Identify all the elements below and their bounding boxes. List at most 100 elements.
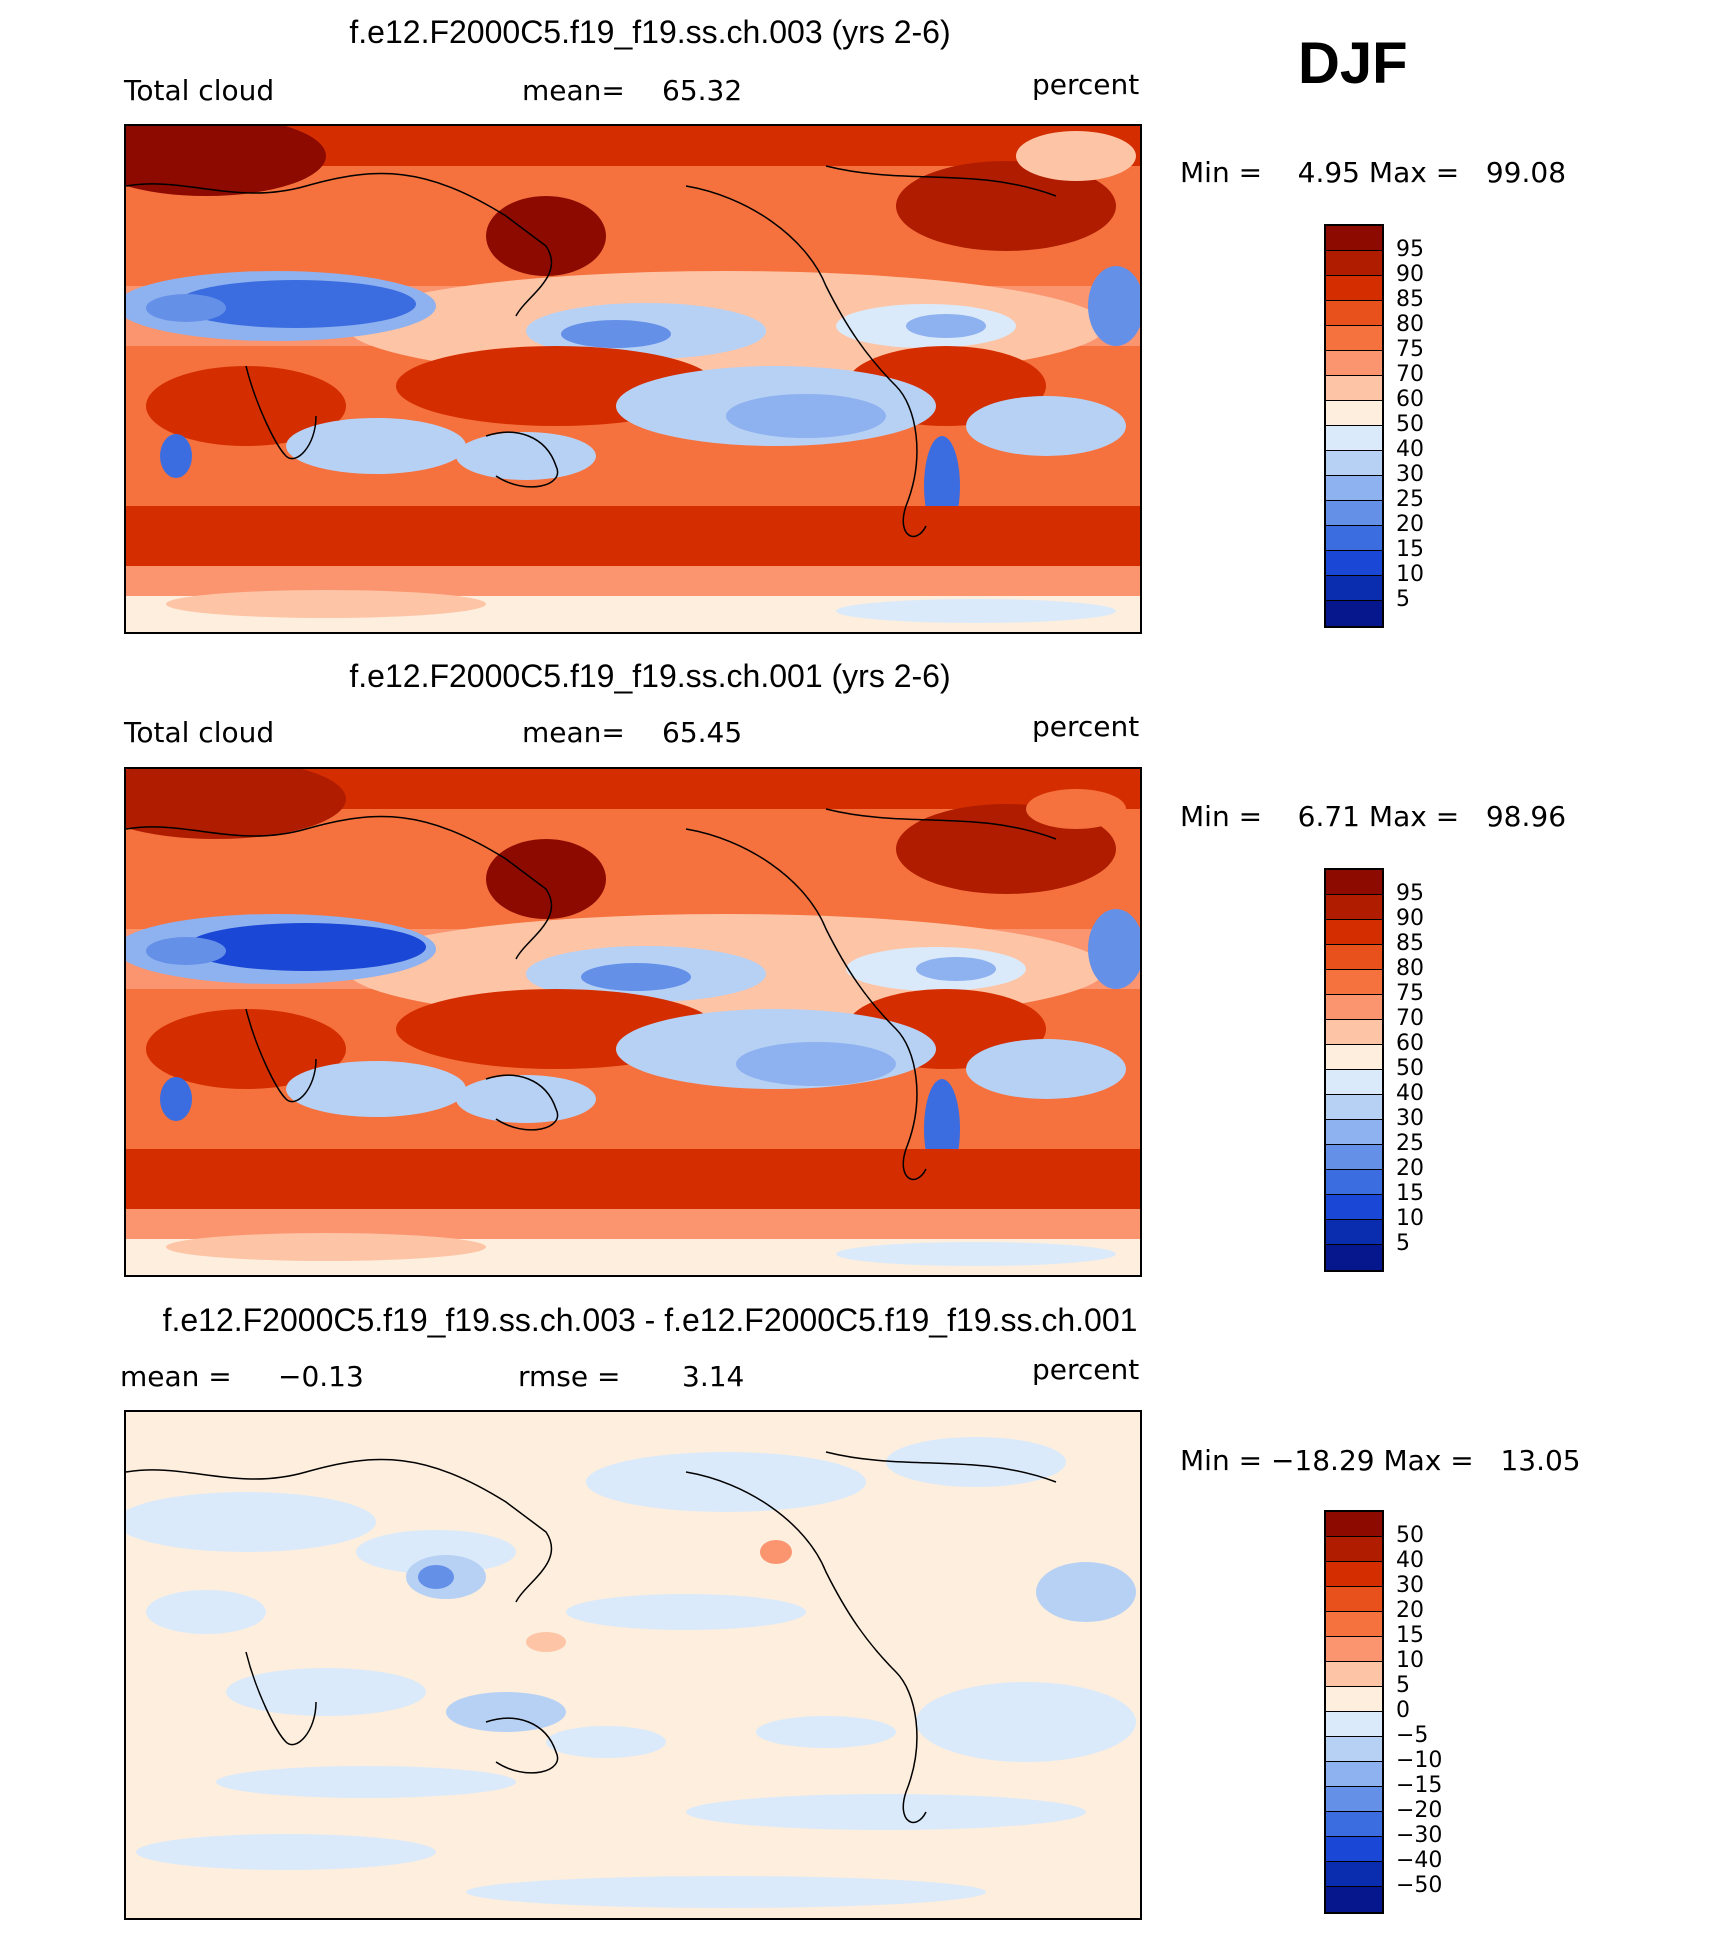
colorbar-box [1326, 1170, 1382, 1195]
colorbar-tick-label: 50 [1396, 1056, 1424, 1081]
colorbar-tick-label: 80 [1396, 312, 1424, 337]
colorbar-box [1326, 576, 1382, 601]
colorbar-tick-label: 30 [1396, 1573, 1424, 1598]
colorbar-tick-label: −20 [1396, 1798, 1443, 1823]
colorbar-box [1326, 1637, 1382, 1662]
colorbar-box [1326, 501, 1382, 526]
panel1-mean-label: mean= [522, 74, 625, 107]
panel2-max-value: 98.96 [1485, 800, 1567, 833]
colorbar-box [1326, 1145, 1382, 1170]
colorbar-tick-label: 10 [1396, 1206, 1424, 1231]
panel2-mean-value: 65.45 [662, 716, 743, 749]
colorbar-box [1326, 1812, 1382, 1837]
colorbar-box [1326, 1662, 1382, 1687]
panel3-map [124, 1410, 1142, 1920]
panel2-min-label: Min = [1180, 800, 1263, 833]
colorbar-box [1326, 1220, 1382, 1245]
colorbar-box [1326, 251, 1382, 276]
colorbar-tick-label: 5 [1396, 1231, 1410, 1256]
panel2-title: f.e12.F2000C5.f19_f19.ss.ch.001 (yrs 2-6… [349, 658, 951, 694]
colorbar-box [1326, 401, 1382, 426]
panel2-variable-label: Total cloud [124, 716, 275, 749]
panel1-title: f.e12.F2000C5.f19_f19.ss.ch.003 (yrs 2-6… [349, 14, 951, 50]
colorbar-tick-label: 50 [1396, 1523, 1424, 1548]
colorbar-tick-label: 70 [1396, 1006, 1424, 1031]
colorbar-box [1326, 601, 1382, 626]
panel1-field-plot [126, 126, 1140, 632]
panel3-max-label: Max = [1383, 1444, 1474, 1477]
colorbar-box [1326, 945, 1382, 970]
colorbar-tick-label: 15 [1396, 1623, 1424, 1648]
colorbar-box [1326, 1887, 1382, 1912]
colorbar-tick-label: 25 [1396, 487, 1424, 512]
colorbar-box [1326, 895, 1382, 920]
colorbar-tick-label: 85 [1396, 287, 1424, 312]
colorbar-box [1326, 426, 1382, 451]
colorbar-box [1326, 1020, 1382, 1045]
panel3-min-label: Min = [1180, 1444, 1263, 1477]
panel2-units: percent [1032, 710, 1140, 743]
colorbar-tick-label: −50 [1396, 1873, 1443, 1898]
colorbar-box [1326, 451, 1382, 476]
colorbar-tick-label: 75 [1396, 981, 1424, 1006]
panel3-mean-value: −0.13 [278, 1360, 364, 1393]
panel3-rmse-value: 3.14 [682, 1360, 745, 1393]
panel1-minmax: Min = 4.95 Max = 99.08 [1180, 156, 1566, 189]
colorbar-tick-label: 70 [1396, 362, 1424, 387]
colorbar-tick-label: 95 [1396, 237, 1424, 262]
colorbar-tick-label: −30 [1396, 1823, 1443, 1848]
colorbar-box [1326, 1687, 1382, 1712]
colorbar-box [1326, 920, 1382, 945]
colorbar-box [1326, 1862, 1382, 1887]
panel3-title: f.e12.F2000C5.f19_f19.ss.ch.003 - f.e12.… [162, 1302, 1138, 1338]
panel3-max-value: 13.05 [1500, 1444, 1581, 1477]
panel1-colorbar [1324, 224, 1384, 628]
colorbar-box [1326, 1512, 1382, 1537]
colorbar-tick-label: −15 [1396, 1773, 1443, 1798]
colorbar-tick-label: 85 [1396, 931, 1424, 956]
panel2-min-value: 6.71 [1297, 800, 1360, 833]
colorbar-tick-label: 20 [1396, 1598, 1424, 1623]
season-label: DJF [1298, 31, 1408, 96]
panel3-mean-label: mean = [120, 1360, 232, 1393]
panel3-colorbar [1324, 1510, 1384, 1914]
colorbar-box [1326, 526, 1382, 551]
colorbar-tick-label: 40 [1396, 437, 1424, 462]
colorbar-box [1326, 1045, 1382, 1070]
panel3-units: percent [1032, 1353, 1140, 1386]
colorbar-box [1326, 1762, 1382, 1787]
colorbar-box [1326, 476, 1382, 501]
colorbar-box [1326, 1737, 1382, 1762]
panel3-min-value: −18.29 [1270, 1444, 1375, 1477]
colorbar-box [1326, 376, 1382, 401]
colorbar-tick-label: 40 [1396, 1548, 1424, 1573]
panel1-max-value: 99.08 [1485, 156, 1567, 189]
colorbar-box [1326, 301, 1382, 326]
colorbar-tick-label: 30 [1396, 462, 1424, 487]
colorbar-tick-label: −5 [1396, 1723, 1429, 1748]
colorbar-box [1326, 1837, 1382, 1862]
colorbar-tick-label: 75 [1396, 337, 1424, 362]
panel1-units: percent [1032, 68, 1140, 101]
colorbar-tick-label: 30 [1396, 1106, 1424, 1131]
colorbar-box [1326, 326, 1382, 351]
panel2-mean-label: mean= [522, 716, 625, 749]
panel2-map [124, 767, 1142, 1277]
colorbar-tick-label: 20 [1396, 512, 1424, 537]
colorbar-box [1326, 1120, 1382, 1145]
panel3-difference-plot [126, 1412, 1140, 1918]
colorbar-tick-label: 15 [1396, 1181, 1424, 1206]
colorbar-tick-label: 5 [1396, 1673, 1410, 1698]
colorbar-tick-label: 60 [1396, 387, 1424, 412]
panel2-field-plot [126, 769, 1140, 1275]
colorbar-tick-label: 10 [1396, 1648, 1424, 1673]
colorbar-tick-label: 0 [1396, 1698, 1410, 1723]
panel3-minmax: Min = −18.29 Max = 13.05 [1180, 1444, 1581, 1477]
colorbar-box [1326, 276, 1382, 301]
colorbar-box [1326, 995, 1382, 1020]
colorbar-box [1326, 1095, 1382, 1120]
colorbar-box [1326, 1562, 1382, 1587]
colorbar-box [1326, 1070, 1382, 1095]
panel2-minmax: Min = 6.71 Max = 98.96 [1180, 800, 1566, 833]
colorbar-box [1326, 226, 1382, 251]
